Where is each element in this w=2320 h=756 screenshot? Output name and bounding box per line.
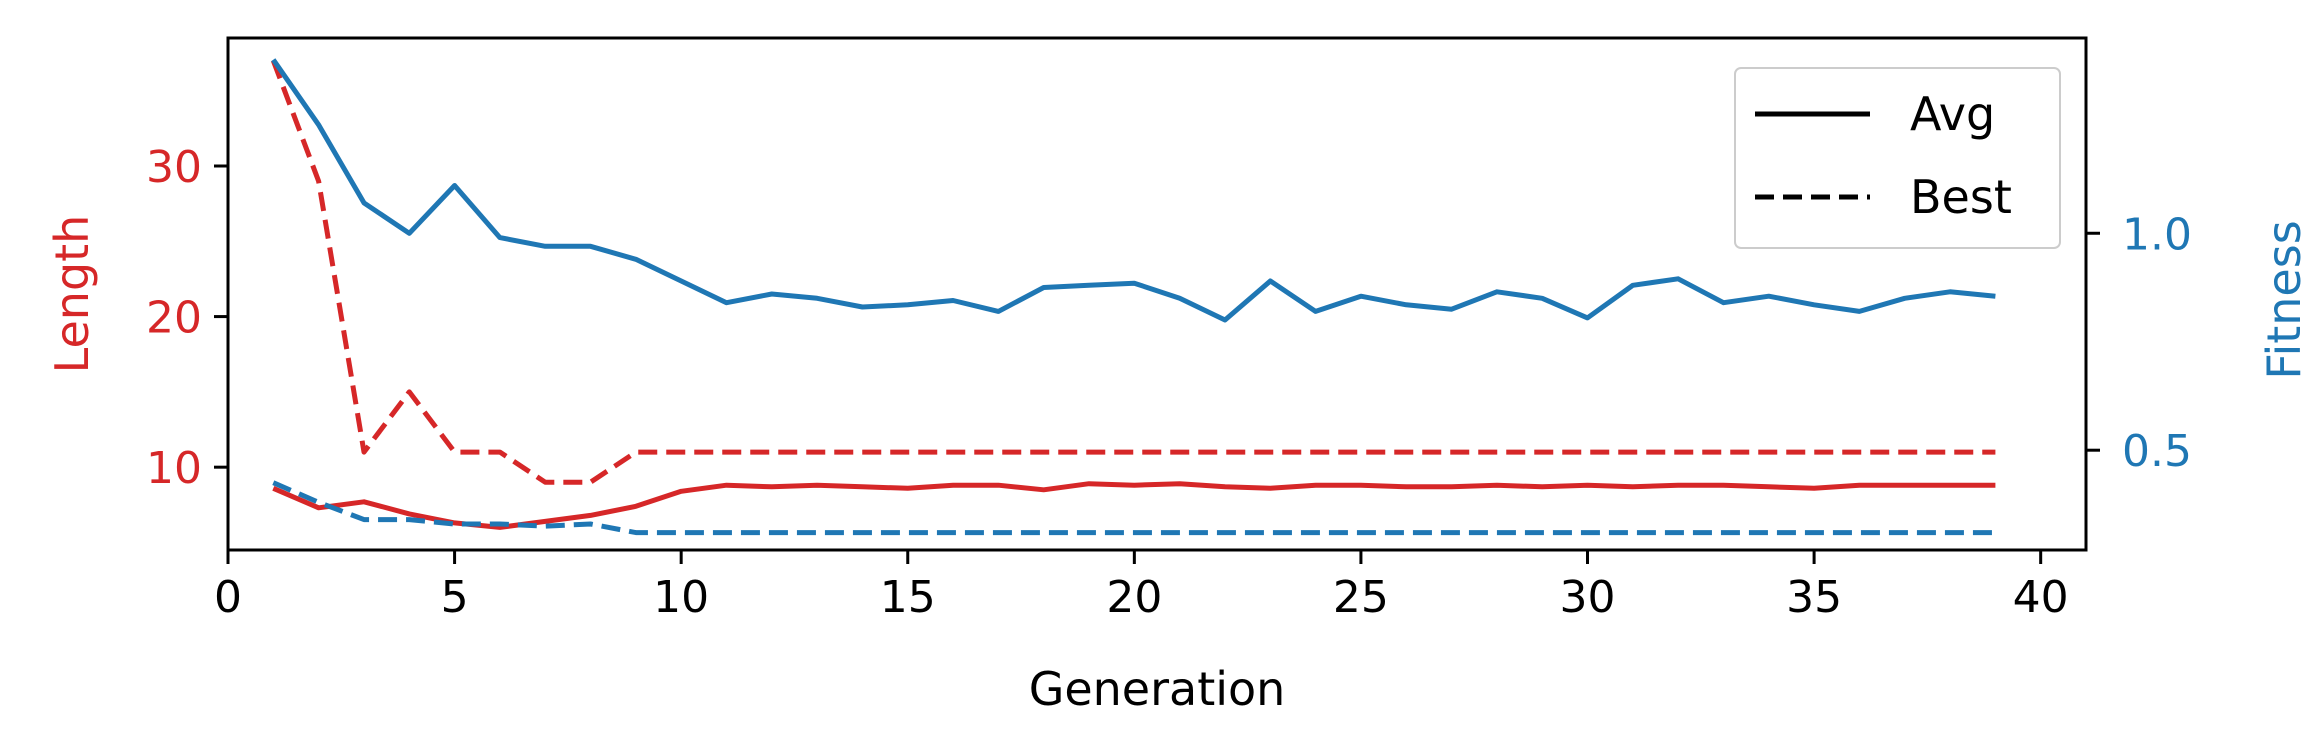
left-y-axis-title: Length [45,215,99,374]
x-axis: 0 5 10 15 20 25 30 35 40 [214,550,2069,623]
length-best-line [270,59,1996,485]
x-tick-label: 40 [2013,572,2069,623]
left-y-tick-label: 30 [146,142,202,193]
series-layer [270,58,1996,536]
right-y-tick-label: 0.5 [2122,426,2192,477]
x-tick-label: 20 [1106,572,1162,623]
legend-avg-label: Avg [1910,87,1995,141]
x-tick-label: 30 [1560,572,1616,623]
right-y-tick-label: 1.0 [2122,209,2192,260]
x-axis-title: Generation [1029,662,1286,716]
length-avg-line [272,481,1996,530]
x-tick-label: 0 [214,572,242,623]
right-y-axis-title: Fitness [2257,220,2311,379]
left-y-tick-label: 10 [146,443,202,494]
x-tick-label: 25 [1333,572,1389,623]
plot-frame [226,36,2088,552]
fitness-best-line [272,480,1996,536]
right-y-axis: 0.5 1.0 [2086,209,2192,477]
x-tick-label: 15 [880,572,936,623]
x-tick-label: 10 [653,572,709,623]
legend: Avg Best [1734,67,2061,249]
fitness-avg-line [271,58,1996,323]
left-y-tick-label: 20 [146,293,202,344]
legend-best-label: Best [1910,170,2012,224]
x-tick-label: 5 [441,572,469,623]
x-tick-label: 35 [1786,572,1842,623]
left-y-axis: 10 20 30 [146,142,228,494]
